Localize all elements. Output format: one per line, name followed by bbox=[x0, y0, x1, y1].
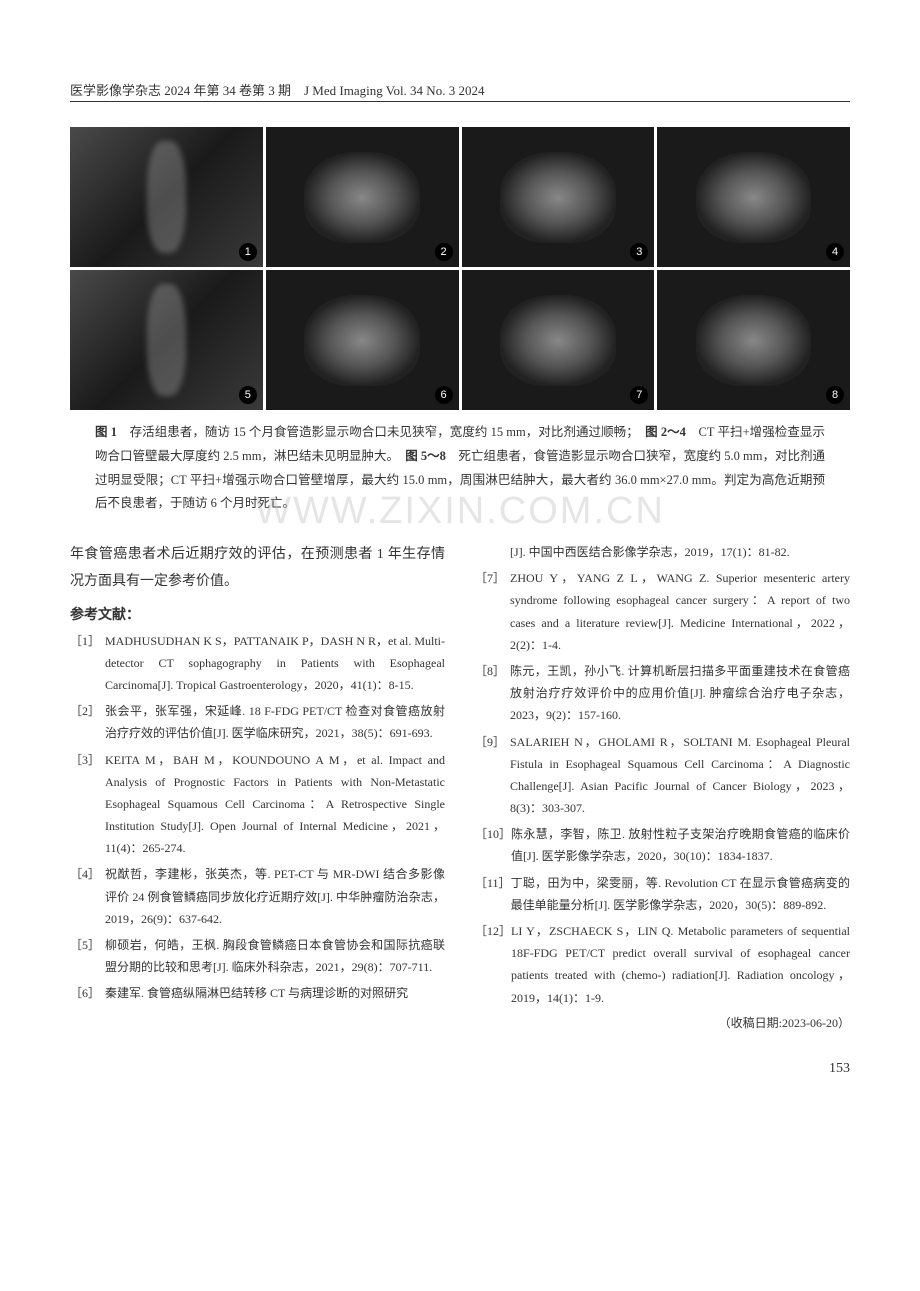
figure-badge: 1 bbox=[239, 243, 257, 261]
reference-text: KEITA M，BAH M，KOUNDOUNO A M，et al. Impac… bbox=[105, 749, 445, 860]
reference-number: ［12］ bbox=[475, 920, 511, 1009]
xray-image bbox=[70, 127, 263, 267]
figure-7: 7 bbox=[462, 270, 655, 410]
received-date: （收稿日期:2023-06-20） bbox=[475, 1014, 850, 1031]
reference-number: ［8］ bbox=[475, 660, 510, 727]
reference-number: ［3］ bbox=[70, 749, 105, 860]
figure-badge: 2 bbox=[435, 243, 453, 261]
figure-badge: 8 bbox=[826, 386, 844, 404]
reference-item: ［6］秦建军. 食管癌纵隔淋巴结转移 CT 与病理诊断的对照研究 bbox=[70, 982, 445, 1004]
ct-image bbox=[462, 270, 655, 410]
reference-text: 陈永慧，李智，陈卫. 放射性粒子支架治疗晚期食管癌的临床价值[J]. 医学影像学… bbox=[511, 823, 850, 867]
fig-label-58: 图 5～8 bbox=[405, 449, 446, 463]
reference-item: ［2］张会平，张军强，宋延峰. 18 F-FDG PET/CT 检查对食管癌放射… bbox=[70, 700, 445, 744]
reference-item: ［12］LI Y，ZSCHAECK S，LIN Q. Metabolic par… bbox=[475, 920, 850, 1009]
reference-item: ［1］MADHUSUDHAN K S，PATTANAIK P，DASH N R，… bbox=[70, 630, 445, 697]
figure-badge: 6 bbox=[435, 386, 453, 404]
figure-row-2: 5 6 7 8 bbox=[70, 270, 850, 410]
figure-badge: 5 bbox=[239, 386, 257, 404]
reference-item: ［5］柳硕岩，何皓，王枫. 胸段食管鳞癌日本食管协会和国际抗癌联盟分期的比较和思… bbox=[70, 934, 445, 978]
reference-text: [J]. 中国中西医结合影像学杂志，2019，17(1)：81-82. bbox=[510, 541, 850, 563]
two-column-layout: 年食管癌患者术后近期疗效的评估，在预测患者 1 年生存情况方面具有一定参考价值。… bbox=[70, 541, 850, 1031]
figure-badge: 4 bbox=[826, 243, 844, 261]
fig-label-1: 图 1 bbox=[95, 425, 117, 439]
figure-8: 8 bbox=[657, 270, 850, 410]
ct-image bbox=[266, 127, 459, 267]
reference-number: ［7］ bbox=[475, 567, 510, 656]
ct-image bbox=[266, 270, 459, 410]
figure-5: 5 bbox=[70, 270, 263, 410]
reference-text: 陈元，王凯，孙小飞. 计算机断层扫描多平面重建技术在食管癌放射治疗疗效评价中的应… bbox=[510, 660, 850, 727]
reference-number bbox=[475, 541, 510, 563]
ct-image bbox=[657, 127, 850, 267]
reference-text: 张会平，张军强，宋延峰. 18 F-FDG PET/CT 检查对食管癌放射治疗疗… bbox=[105, 700, 445, 744]
reference-text: 柳硕岩，何皓，王枫. 胸段食管鳞癌日本食管协会和国际抗癌联盟分期的比较和思考[J… bbox=[105, 934, 445, 978]
reference-text: MADHUSUDHAN K S，PATTANAIK P，DASH N R，et … bbox=[105, 630, 445, 697]
reference-number: ［1］ bbox=[70, 630, 105, 697]
reference-item: ［9］SALARIEH N，GHOLAMI R，SOLTANI M. Esoph… bbox=[475, 731, 850, 820]
fig-label-24: 图 2～4 bbox=[645, 425, 686, 439]
reference-item: ［11］丁聪，田为中，梁雯丽，等. Revolution CT 在显示食管癌病变… bbox=[475, 872, 850, 916]
fig-text-1: 存活组患者，随访 15 个月食管造影显示吻合口未见狭窄，宽度约 15 mm，对比… bbox=[117, 425, 645, 439]
reference-number: ［10］ bbox=[475, 823, 511, 867]
reference-text: 丁聪，田为中，梁雯丽，等. Revolution CT 在显示食管癌病变的最佳单… bbox=[511, 872, 850, 916]
reference-text: SALARIEH N，GHOLAMI R，SOLTANI M. Esophage… bbox=[510, 731, 850, 820]
figure-row-1: 1 2 3 4 bbox=[70, 127, 850, 267]
figure-6: 6 bbox=[266, 270, 459, 410]
reference-item: ［7］ZHOU Y，YANG Z L，WANG Z. Superior mese… bbox=[475, 567, 850, 656]
reference-number: ［2］ bbox=[70, 700, 105, 744]
figure-2: 2 bbox=[266, 127, 459, 267]
page-number: 153 bbox=[70, 1061, 850, 1077]
reference-number: ［6］ bbox=[70, 982, 105, 1004]
right-column: [J]. 中国中西医结合影像学杂志，2019，17(1)：81-82.［7］ZH… bbox=[475, 541, 850, 1031]
reference-item: [J]. 中国中西医结合影像学杂志，2019，17(1)：81-82. bbox=[475, 541, 850, 563]
reference-item: ［4］祝猷哲，李建彬，张英杰，等. PET-CT 与 MR-DWI 结合多影像评… bbox=[70, 863, 445, 930]
journal-header: 医学影像学杂志 2024 年第 34 卷第 3 期 J Med Imaging … bbox=[70, 80, 850, 102]
figure-3: 3 bbox=[462, 127, 655, 267]
figure-4: 4 bbox=[657, 127, 850, 267]
ct-image bbox=[462, 127, 655, 267]
references-list-left: ［1］MADHUSUDHAN K S，PATTANAIK P，DASH N R，… bbox=[70, 630, 445, 1005]
reference-text: ZHOU Y，YANG Z L，WANG Z. Superior mesente… bbox=[510, 567, 850, 656]
xray-image bbox=[70, 270, 263, 410]
reference-number: ［11］ bbox=[475, 872, 511, 916]
reference-text: 秦建军. 食管癌纵隔淋巴结转移 CT 与病理诊断的对照研究 bbox=[105, 982, 445, 1004]
reference-item: ［3］KEITA M，BAH M，KOUNDOUNO A M，et al. Im… bbox=[70, 749, 445, 860]
figure-1: 1 bbox=[70, 127, 263, 267]
figure-panel: 1 2 3 4 5 6 7 8 图 bbox=[70, 127, 850, 531]
ct-image bbox=[657, 270, 850, 410]
reference-item: ［8］陈元，王凯，孙小飞. 计算机断层扫描多平面重建技术在食管癌放射治疗疗效评价… bbox=[475, 660, 850, 727]
intro-paragraph: 年食管癌患者术后近期疗效的评估，在预测患者 1 年生存情况方面具有一定参考价值。 bbox=[70, 541, 445, 596]
left-column: 年食管癌患者术后近期疗效的评估，在预测患者 1 年生存情况方面具有一定参考价值。… bbox=[70, 541, 445, 1031]
reference-item: ［10］陈永慧，李智，陈卫. 放射性粒子支架治疗晚期食管癌的临床价值[J]. 医… bbox=[475, 823, 850, 867]
reference-number: ［9］ bbox=[475, 731, 510, 820]
reference-number: ［4］ bbox=[70, 863, 105, 930]
references-heading: 参考文献： bbox=[70, 604, 445, 624]
reference-text: LI Y，ZSCHAECK S，LIN Q. Metabolic paramet… bbox=[511, 920, 850, 1009]
references-list-right: [J]. 中国中西医结合影像学杂志，2019，17(1)：81-82.［7］ZH… bbox=[475, 541, 850, 1009]
reference-text: 祝猷哲，李建彬，张英杰，等. PET-CT 与 MR-DWI 结合多影像评价 2… bbox=[105, 863, 445, 930]
figure-caption: 图 1 存活组患者，随访 15 个月食管造影显示吻合口未见狭窄，宽度约 15 m… bbox=[70, 413, 850, 531]
reference-number: ［5］ bbox=[70, 934, 105, 978]
